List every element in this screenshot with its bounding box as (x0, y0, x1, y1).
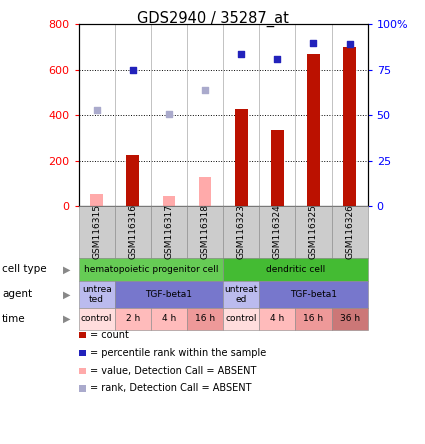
Point (310, 39, 317, 46)
Text: GSM116317: GSM116317 (164, 205, 173, 259)
Text: GSM116315: GSM116315 (92, 205, 101, 259)
Point (346, 41, 353, 48)
Text: GSM116323: GSM116323 (237, 205, 246, 259)
Bar (127, 155, 139, 206)
Bar (199, 177, 211, 206)
Text: = percentile rank within the sample: = percentile rank within the sample (90, 348, 266, 358)
Text: time: time (2, 314, 26, 324)
Text: 36 h: 36 h (340, 314, 360, 323)
Point (165, 110, 172, 117)
Text: TGF-beta1: TGF-beta1 (290, 290, 337, 299)
Text: untrea
ted: untrea ted (82, 285, 111, 304)
Text: dendritic cell: dendritic cell (266, 265, 325, 274)
Text: ▶: ▶ (62, 314, 70, 324)
Bar (91, 194, 103, 206)
Text: control: control (81, 314, 113, 323)
Text: GSM116316: GSM116316 (128, 205, 137, 259)
Text: = count: = count (90, 330, 128, 340)
Text: control: control (225, 314, 257, 323)
Text: = rank, Detection Call = ABSENT: = rank, Detection Call = ABSENT (90, 384, 251, 393)
Text: hematopoietic progenitor cell: hematopoietic progenitor cell (84, 265, 218, 274)
Point (238, 50, 244, 57)
Text: ▶: ▶ (62, 289, 70, 299)
Text: GSM116326: GSM116326 (345, 205, 354, 259)
Text: GDS2940 / 35287_at: GDS2940 / 35287_at (136, 11, 289, 27)
Text: ▶: ▶ (62, 264, 70, 274)
Text: 16 h: 16 h (303, 314, 323, 323)
Bar (163, 196, 175, 206)
Text: GSM116324: GSM116324 (273, 205, 282, 259)
Text: 16 h: 16 h (195, 314, 215, 323)
Text: GSM116325: GSM116325 (309, 205, 318, 259)
Point (129, 67, 136, 74)
Point (201, 87, 208, 94)
Text: 2 h: 2 h (126, 314, 140, 323)
Text: 4 h: 4 h (270, 314, 284, 323)
Bar (307, 54, 320, 206)
Text: 4 h: 4 h (162, 314, 176, 323)
Text: GSM116318: GSM116318 (201, 205, 210, 259)
Point (93, 107, 100, 114)
Text: = value, Detection Call = ABSENT: = value, Detection Call = ABSENT (90, 366, 256, 376)
Bar (271, 130, 283, 206)
Text: cell type: cell type (2, 264, 47, 274)
Text: TGF-beta1: TGF-beta1 (145, 290, 193, 299)
Bar (343, 47, 356, 206)
Point (274, 56, 280, 63)
Text: agent: agent (2, 289, 32, 299)
Bar (235, 109, 247, 206)
Text: untreat
ed: untreat ed (224, 285, 258, 304)
